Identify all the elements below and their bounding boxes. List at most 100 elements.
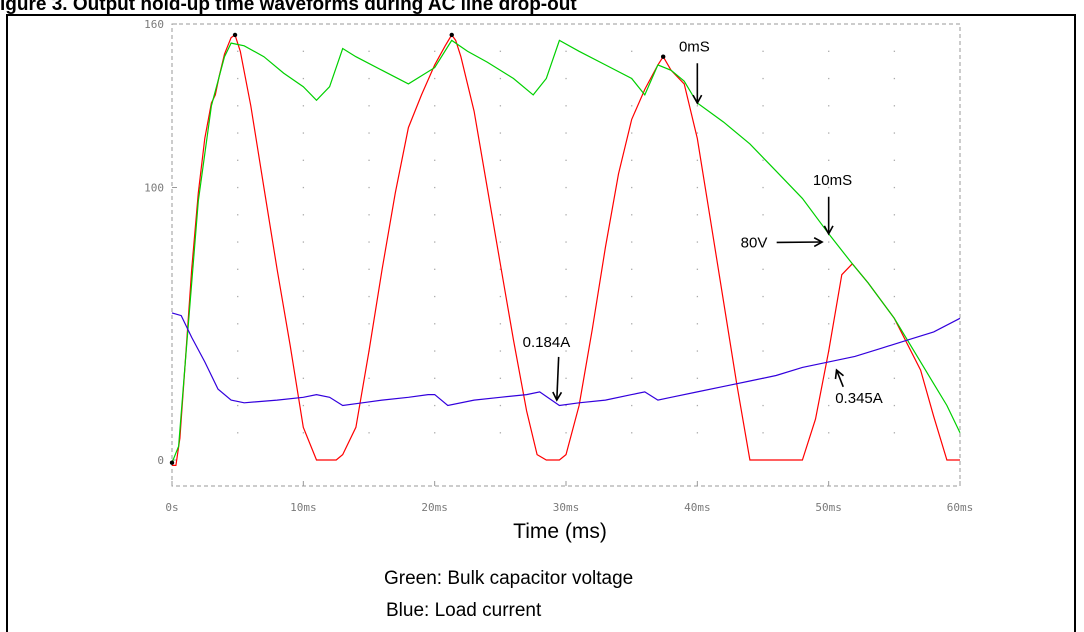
grid-dot: [302, 350, 305, 352]
y-tick-label: 100: [144, 182, 164, 195]
annotation-label: 0mS: [679, 38, 710, 55]
grid-dot: [434, 132, 436, 134]
grid-dot: [237, 241, 239, 243]
grid-dot: [302, 432, 305, 434]
annotation-arrow: [835, 369, 844, 388]
figure-heading: igure 3. Output hold-up time waveforms d…: [0, 0, 577, 15]
grid-dot: [631, 323, 633, 325]
series-bulk: [171, 39, 961, 463]
grid-dot: [237, 105, 239, 107]
grid-dot: [499, 132, 502, 134]
grid-dot: [434, 186, 436, 189]
grid-dot: [368, 268, 370, 270]
grid-dot: [565, 214, 567, 216]
grid-dot: [696, 295, 699, 298]
grid-dot: [499, 214, 502, 216]
grid-dot: [893, 186, 896, 189]
grid-dot: [302, 323, 305, 325]
grid-dot: [696, 132, 699, 134]
grid-dot: [434, 241, 436, 243]
annotation-label: 0.184A: [523, 334, 571, 351]
grid-dot: [631, 241, 633, 243]
grid-dot: [893, 241, 896, 243]
grid-dot: [499, 350, 502, 352]
grid-dot: [302, 377, 305, 379]
grid-dot: [499, 241, 502, 243]
grid-dot: [434, 323, 436, 325]
grid-dot: [565, 77, 567, 80]
annotation-label: 0.345A: [835, 390, 883, 407]
peak-mark: [232, 32, 238, 38]
annotation-arrowhead: [692, 94, 703, 105]
grid-dot: [434, 350, 436, 352]
grid-dot: [237, 432, 239, 434]
grid-dot: [696, 50, 699, 52]
grid-dot: [565, 159, 567, 161]
x-axis-label: Time (ms): [513, 520, 607, 543]
grid-dot: [631, 377, 633, 379]
grid-dot: [434, 159, 436, 161]
grid-dot: [696, 323, 699, 325]
grid-dot: [565, 132, 567, 134]
grid-dot: [302, 214, 305, 216]
grid-dot: [828, 186, 830, 189]
grid-dot: [434, 105, 436, 107]
grid-dot: [631, 295, 633, 298]
grid-dot: [565, 105, 567, 107]
grid-dot: [696, 105, 699, 107]
grid-dot: [762, 132, 764, 134]
series-current: [171, 312, 961, 407]
grid-dot: [631, 350, 633, 352]
grid-dot: [762, 323, 764, 325]
grid-dot: [237, 132, 239, 134]
grid-dot: [368, 50, 370, 52]
grid-dot: [368, 432, 370, 434]
chart-annotations: 0mS 10mS 80V 0.184A 0.345A: [523, 38, 883, 407]
grid-dot: [893, 132, 896, 134]
grid-dot: [893, 268, 896, 270]
grid-dot: [828, 105, 830, 107]
grid-dot: [368, 159, 370, 161]
grid-dot: [499, 268, 502, 270]
grid-dot: [237, 323, 239, 325]
grid-dot: [828, 432, 830, 434]
grid-dot: [828, 404, 830, 407]
x-tick-label: 30ms: [553, 501, 580, 514]
grid-dot: [499, 432, 502, 434]
grid-dot: [893, 214, 896, 216]
grid-dot: [237, 295, 239, 298]
grid-dot: [368, 404, 370, 407]
grid-dot: [762, 432, 764, 434]
grid-dot: [565, 241, 567, 243]
grid-dot: [893, 432, 896, 434]
grid-dot: [434, 404, 436, 407]
grid-dot: [893, 295, 896, 298]
grid-dot: [368, 241, 370, 243]
annotation-label: 80V: [741, 234, 768, 251]
grid-dot: [499, 377, 502, 379]
grid-dot: [499, 323, 502, 325]
peak-mark: [660, 54, 666, 59]
grid-dot: [368, 214, 370, 216]
grid-dot: [499, 404, 502, 407]
grid-dot: [893, 77, 896, 80]
grid-dot: [434, 432, 436, 434]
legend-load-current: Blue: Load current: [386, 600, 542, 621]
grid-dot: [368, 295, 370, 298]
grid-dot: [828, 295, 830, 298]
y-tick-label: 0: [157, 454, 164, 467]
x-tick-label: 60ms: [947, 501, 974, 514]
grid-dot: [762, 350, 764, 352]
grid-dot: [828, 241, 830, 243]
grid-dot: [302, 50, 305, 52]
grid-dot: [237, 214, 239, 216]
grid-dot: [893, 377, 896, 379]
grid-dot: [434, 214, 436, 216]
grid-dot: [237, 159, 239, 161]
grid-dot: [893, 323, 896, 325]
chart-series: [171, 33, 961, 466]
grid-dot: [368, 132, 370, 134]
grid-dot: [762, 159, 764, 161]
grid-dot: [368, 77, 370, 80]
